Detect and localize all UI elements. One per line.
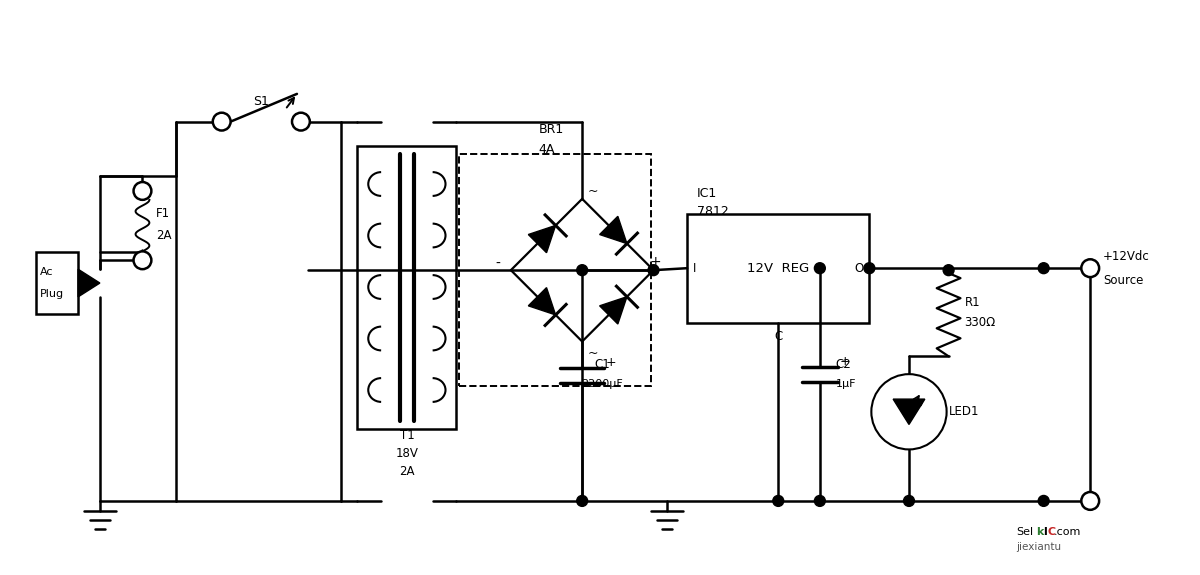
Text: +: + xyxy=(649,255,661,269)
Text: +: + xyxy=(840,355,851,368)
Text: 7812: 7812 xyxy=(697,205,728,218)
Circle shape xyxy=(815,263,826,274)
Text: C: C xyxy=(1048,527,1056,536)
Text: Plug: Plug xyxy=(40,289,64,299)
Text: Ac: Ac xyxy=(40,267,53,277)
Text: C1: C1 xyxy=(594,358,610,371)
Polygon shape xyxy=(528,288,556,315)
Text: +12Vdc: +12Vdc xyxy=(1103,250,1150,263)
Circle shape xyxy=(773,496,784,507)
Circle shape xyxy=(815,496,826,507)
Polygon shape xyxy=(600,216,626,244)
Text: Sel: Sel xyxy=(1016,527,1033,536)
Text: 12V  REG: 12V REG xyxy=(748,262,809,275)
Circle shape xyxy=(133,251,151,269)
Text: BR1: BR1 xyxy=(539,123,564,136)
Text: 2A: 2A xyxy=(156,229,172,242)
Text: k: k xyxy=(1036,527,1043,536)
Text: -: - xyxy=(496,257,500,271)
Text: 18V: 18V xyxy=(396,447,419,460)
Circle shape xyxy=(648,264,659,275)
Text: Source: Source xyxy=(1103,274,1144,286)
Text: O: O xyxy=(854,262,864,275)
Circle shape xyxy=(1081,492,1099,510)
Circle shape xyxy=(1081,259,1099,277)
Text: S1: S1 xyxy=(253,95,269,108)
Polygon shape xyxy=(528,225,556,253)
Text: 1μF: 1μF xyxy=(835,379,857,389)
Text: ~: ~ xyxy=(587,185,598,197)
Text: I: I xyxy=(694,262,696,275)
Polygon shape xyxy=(78,269,100,297)
Circle shape xyxy=(871,374,947,450)
Circle shape xyxy=(904,496,914,507)
Circle shape xyxy=(943,264,954,275)
Circle shape xyxy=(1038,263,1049,274)
Text: LED1: LED1 xyxy=(948,405,979,418)
Text: 2A: 2A xyxy=(400,465,415,478)
Text: R1: R1 xyxy=(965,296,980,309)
Text: ~: ~ xyxy=(587,347,598,360)
Circle shape xyxy=(577,264,588,275)
Text: T1: T1 xyxy=(400,429,414,442)
Text: +: + xyxy=(606,356,617,369)
Circle shape xyxy=(577,496,588,507)
Text: C: C xyxy=(774,330,782,343)
FancyBboxPatch shape xyxy=(358,147,456,428)
Text: C2: C2 xyxy=(835,358,852,371)
Circle shape xyxy=(292,113,310,131)
Text: l: l xyxy=(1043,527,1046,536)
Circle shape xyxy=(1038,496,1049,507)
Text: 2200μF: 2200μF xyxy=(581,379,623,389)
Polygon shape xyxy=(893,399,925,424)
Text: 330Ω: 330Ω xyxy=(965,316,996,329)
Polygon shape xyxy=(600,297,626,324)
Text: 4A: 4A xyxy=(539,143,554,156)
FancyBboxPatch shape xyxy=(688,214,869,323)
Text: F1: F1 xyxy=(156,207,170,220)
Text: IC1: IC1 xyxy=(697,187,718,201)
FancyBboxPatch shape xyxy=(36,252,78,314)
Circle shape xyxy=(212,113,230,131)
Text: .com: .com xyxy=(1054,527,1081,536)
Text: jiexiantu: jiexiantu xyxy=(1016,542,1061,553)
Circle shape xyxy=(864,263,875,274)
Circle shape xyxy=(133,182,151,200)
